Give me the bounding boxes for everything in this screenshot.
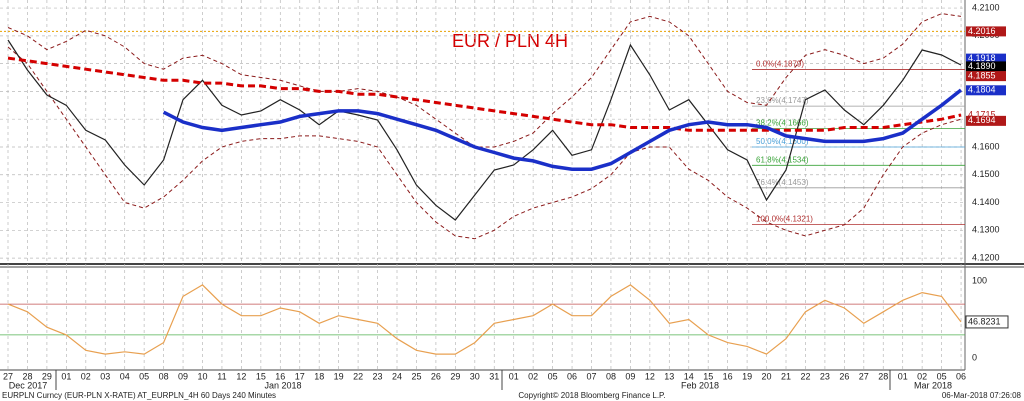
price-marker	[966, 110, 1006, 121]
footer-left: EURPLN Curncy (EUR-PLN X-RATE) AT_EURPLN…	[2, 391, 276, 400]
x-tick-label: 19	[742, 371, 752, 381]
fib-label: 50.0%(4.1600)	[756, 137, 809, 146]
footer-center: Copyright© 2018 Bloomberg Finance L.P.	[518, 391, 665, 400]
price-marker	[966, 61, 1006, 72]
x-tick-label: 30	[470, 371, 480, 381]
price-marker-label: 4.1890	[968, 61, 996, 71]
x-tick-label: 24	[392, 371, 402, 381]
x-tick-label: 18	[314, 371, 324, 381]
price-marker	[966, 85, 1006, 96]
x-tick-label: 22	[353, 371, 363, 381]
month-label: Jan 2018	[264, 380, 301, 390]
x-tick-label: 06	[567, 371, 577, 381]
x-tick-label: 05	[139, 371, 149, 381]
x-tick-label: 29	[450, 371, 460, 381]
price-marker-label: 4.1694	[968, 115, 996, 125]
x-tick-label: 04	[120, 371, 130, 381]
x-tick-label: 26	[839, 371, 849, 381]
x-tick-label: 02	[81, 371, 91, 381]
x-tick-label: 28	[22, 371, 32, 381]
series-line	[7, 46, 962, 240]
x-tick-label: 19	[334, 371, 344, 381]
x-tick-label: 12	[236, 371, 246, 381]
fib-label: 76.4%(4.1453)	[756, 178, 809, 187]
price-marker	[966, 115, 1006, 126]
fib-label: 23.6%(4.1747)	[756, 96, 809, 105]
x-tick-label: 23	[373, 371, 383, 381]
price-marker-label: 4.1715	[968, 109, 996, 119]
x-tick-label: 01	[898, 371, 908, 381]
x-tick-label: 09	[178, 371, 188, 381]
x-tick-label: 01	[61, 371, 71, 381]
price-marker	[966, 53, 1006, 64]
chart-title: EUR / PLN 4H	[452, 31, 568, 51]
y-tick-label: 4.1300	[972, 225, 1000, 235]
y-tick-label: 4.1500	[972, 169, 1000, 179]
x-tick-label: 09	[625, 371, 635, 381]
series-line	[162, 88, 963, 171]
fib-label: 61.8%(4.1534)	[756, 155, 809, 164]
x-tick-label: 12	[645, 371, 655, 381]
x-tick-label: 01	[509, 371, 519, 381]
x-tick-label: 22	[800, 371, 810, 381]
x-tick-label: 25	[411, 371, 421, 381]
x-tick-label: 13	[664, 371, 674, 381]
x-tick-label: 16	[275, 371, 285, 381]
price-marker-label: 4.1804	[968, 85, 996, 95]
x-tick-label: 02	[528, 371, 538, 381]
x-tick-label: 10	[197, 371, 207, 381]
price-marker	[966, 26, 1006, 37]
x-tick-label: 11	[217, 371, 226, 381]
x-tick-label: 27	[3, 371, 13, 381]
x-tick-label: 23	[820, 371, 830, 381]
fib-label: 100.0%(4.1321)	[756, 215, 813, 224]
y-tick-label: 4.2100	[972, 2, 1000, 12]
price-marker-label: 4.1855	[968, 71, 996, 81]
price-marker-label: 4.2016	[968, 26, 996, 36]
series-line	[7, 39, 962, 221]
x-tick-label: 07	[586, 371, 596, 381]
x-tick-label: 31	[489, 371, 499, 381]
x-tick-label: 16	[723, 371, 733, 381]
x-tick-label: 27	[859, 371, 869, 381]
series-line	[7, 284, 962, 355]
month-label: Feb 2018	[681, 380, 719, 390]
x-tick-label: 05	[548, 371, 558, 381]
x-tick-label: 26	[431, 371, 441, 381]
x-tick-label: 28	[878, 371, 888, 381]
month-label: Mar 2018	[914, 380, 952, 390]
series-line	[7, 56, 962, 132]
y-tick-label: 4.1400	[972, 197, 1000, 207]
x-tick-label: 15	[703, 371, 713, 381]
last-value-box	[965, 315, 1009, 329]
y-tick-label: 0	[972, 352, 977, 362]
x-tick-label: 17	[295, 371, 305, 381]
price-marker	[966, 71, 1006, 82]
x-tick-label: 29	[42, 371, 52, 381]
price-marker-label: 4.1918	[968, 53, 996, 63]
last-value-label: 46.8231	[968, 316, 1001, 326]
x-tick-label: 21	[781, 371, 791, 381]
footer-right: 06-Mar-2018 07:26:08	[942, 391, 1022, 400]
y-tick-label: 4.1600	[972, 141, 1000, 151]
x-tick-label: 08	[159, 371, 169, 381]
x-tick-label: 14	[684, 371, 694, 381]
fib-label: 38.2%(4.1666)	[756, 119, 809, 128]
y-tick-label: 4.1200	[972, 252, 1000, 262]
x-tick-label: 05	[937, 371, 947, 381]
x-tick-label: 15	[256, 371, 266, 381]
x-tick-label: 06	[956, 371, 966, 381]
month-label: Dec 2017	[9, 380, 48, 390]
x-tick-label: 08	[606, 371, 616, 381]
x-tick-label: 20	[762, 371, 772, 381]
y-tick-label: 100	[972, 275, 987, 285]
x-tick-label: 03	[100, 371, 110, 381]
x-tick-label: 02	[917, 371, 927, 381]
fib-label: 0.0%(4.1879)	[756, 60, 804, 69]
